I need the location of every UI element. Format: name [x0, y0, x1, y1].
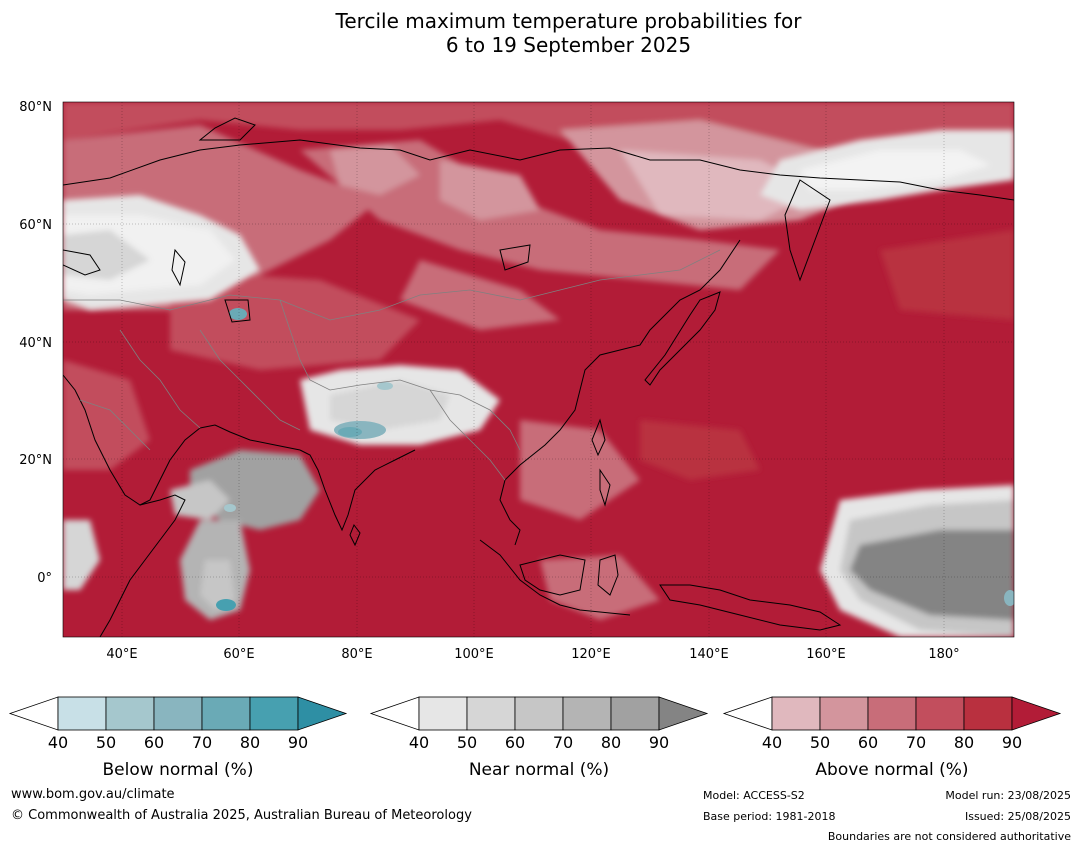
lat-label-40n: 40°N	[19, 336, 52, 351]
lon-label-160e: 160°E	[806, 647, 846, 662]
below-normal-shading	[216, 308, 1014, 611]
model-run-text: Model run: 23/08/2025	[945, 789, 1071, 802]
colorbar-below-title: Below normal (%)	[103, 760, 254, 780]
colorbar-above-lower-extension	[722, 696, 773, 731]
probability-map	[63, 102, 1014, 637]
near-normal-shading	[63, 130, 1014, 637]
colorbar-above-tick-label: 90	[1002, 733, 1022, 752]
colorbar-near-upper-extension	[658, 696, 709, 731]
colorbar-below-tick-label: 40	[48, 733, 68, 752]
lon-label-40e: 40°E	[106, 647, 137, 662]
lon-label-140e: 140°E	[689, 647, 729, 662]
lat-label-60n: 60°N	[19, 218, 52, 233]
chart-title: Tercile maximum temperature probabilitie…	[0, 9, 1081, 57]
website-link[interactable]: www.bom.gov.au/climate	[11, 787, 175, 802]
colorbar-below-tick-label: 70	[192, 733, 212, 752]
colorbar-near-lower-extension	[369, 696, 420, 731]
title-line-2: 6 to 19 September 2025	[445, 33, 692, 57]
colorbar-above-segment	[915, 696, 965, 731]
colorbar-above-normal: 40 50 60 70 80 90 Above normal (%)	[722, 696, 1062, 780]
colorbar-above-tick-label: 80	[954, 733, 974, 752]
colorbar-below-tick-label: 60	[144, 733, 164, 752]
colorbar-above-tick-label: 50	[810, 733, 830, 752]
colorbar-below-tick-label: 50	[96, 733, 116, 752]
copyright-text: © Commonwealth of Australia 2025, Austra…	[11, 808, 472, 823]
colorbar-near-tick-label: 90	[649, 733, 669, 752]
colorbar-below-segment	[105, 696, 155, 731]
country-borders	[63, 249, 721, 481]
latitude-labels: 80°N 60°N 40°N 20°N 0°	[19, 100, 52, 586]
colorbar-near-tick-label: 40	[409, 733, 429, 752]
colorbar-below-normal: 40 50 60 70 80 90 Below normal (%)	[8, 696, 348, 780]
colorbar-near-tick-label: 50	[457, 733, 477, 752]
colorbar-below-segment	[249, 696, 299, 731]
colorbar-near-segment	[514, 696, 564, 731]
colorbar-below-segment	[153, 696, 203, 731]
colorbar-near-tick-label: 80	[601, 733, 621, 752]
colorbar-near-segment	[610, 696, 660, 731]
colorbar-below-upper-extension	[297, 696, 348, 731]
colorbar-near-tick-label: 70	[553, 733, 573, 752]
lat-label-0: 0°	[37, 571, 52, 586]
colorbar-above-tick-label: 70	[906, 733, 926, 752]
colorbar-below-segment	[201, 696, 251, 731]
lat-label-80n: 80°N	[19, 100, 52, 115]
lon-label-180: 180°	[928, 647, 959, 662]
colorbar-above-segment	[963, 696, 1013, 731]
colorbar-near-segment	[418, 696, 468, 731]
title-line-1: Tercile maximum temperature probabilitie…	[335, 9, 802, 33]
lon-label-120e: 120°E	[571, 647, 611, 662]
colorbar-below-tick-label: 80	[240, 733, 260, 752]
disclaimer-text: Boundaries are not considered authoritat…	[827, 830, 1071, 843]
colorbar-near-title: Near normal (%)	[469, 760, 609, 780]
colorbar-above-tick-label: 60	[858, 733, 878, 752]
model-text: Model: ACCESS-S2	[703, 789, 805, 802]
colorbar-above-segment	[819, 696, 869, 731]
colorbar-above-title: Above normal (%)	[815, 760, 968, 780]
colorbar-above-upper-extension	[1011, 696, 1062, 731]
colorbar-above-segment	[771, 696, 821, 731]
lat-label-20n: 20°N	[19, 453, 52, 468]
lon-label-100e: 100°E	[454, 647, 494, 662]
colorbar-near-segment	[466, 696, 516, 731]
lon-label-60e: 60°E	[223, 647, 254, 662]
colorbar-below-lower-extension	[8, 696, 59, 731]
colorbar-below-tick-label: 90	[288, 733, 308, 752]
base-period-text: Base period: 1981-2018	[703, 810, 836, 823]
colorbar-near-segment	[562, 696, 612, 731]
graticule	[63, 102, 1014, 637]
colorbar-above-segment	[867, 696, 917, 731]
issued-text: Issued: 25/08/2025	[964, 810, 1071, 823]
lon-label-80e: 80°E	[341, 647, 372, 662]
colorbar-below-segment	[57, 696, 107, 731]
coastlines	[63, 117, 1014, 637]
map-frame	[62, 101, 1015, 638]
colorbar-near-normal: 40 50 60 70 80 90 Near normal (%)	[369, 696, 709, 780]
above-normal-shading	[63, 102, 1014, 620]
colorbar-above-tick-label: 40	[762, 733, 782, 752]
longitude-labels: 40°E 60°E 80°E 100°E 120°E 140°E 160°E 1…	[106, 647, 959, 662]
colorbar-near-tick-label: 60	[505, 733, 525, 752]
